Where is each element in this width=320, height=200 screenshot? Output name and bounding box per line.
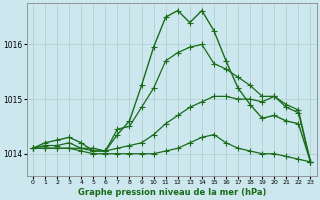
X-axis label: Graphe pression niveau de la mer (hPa): Graphe pression niveau de la mer (hPa) — [77, 188, 266, 197]
